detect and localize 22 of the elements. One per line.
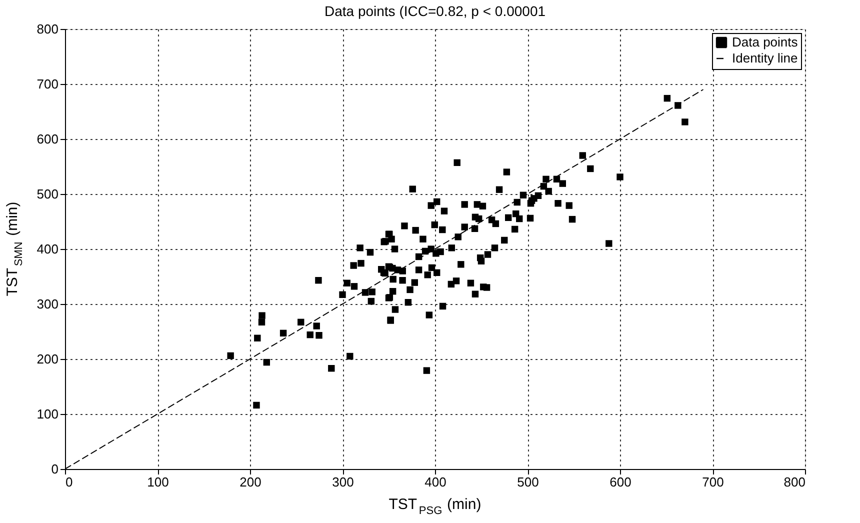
legend-label: Identity line	[732, 50, 798, 66]
x-tick-label: 0	[66, 474, 73, 490]
chart-title: Data points (ICC=0.82, p < 0.00001	[324, 3, 546, 19]
x-tick-label: 700	[702, 474, 724, 490]
x-tick-label: 500	[517, 474, 539, 490]
y-tick-label: 600	[36, 132, 58, 146]
y-tick-label: 800	[36, 22, 58, 36]
x-tick-label: 300	[332, 474, 354, 490]
y-tick-label: 300	[36, 296, 58, 312]
y-tick-label: 200	[36, 352, 58, 366]
x-tick-label: 600	[610, 474, 632, 490]
y-axis-title: TSTSMN (min)	[4, 202, 25, 296]
y-tick-label: 0	[51, 462, 58, 476]
x-tick-label: 400	[424, 474, 446, 490]
legend-label: Data points	[732, 34, 798, 50]
x-tick-label: 200	[240, 474, 262, 490]
y-tick-label: 100	[36, 406, 58, 422]
y-tick-label: 400	[36, 242, 58, 256]
y-tick-label: 700	[36, 76, 58, 92]
y-tick-label: 500	[36, 186, 58, 202]
x-tick-label: 100	[147, 474, 169, 490]
x-tick-label: 800	[784, 474, 806, 490]
